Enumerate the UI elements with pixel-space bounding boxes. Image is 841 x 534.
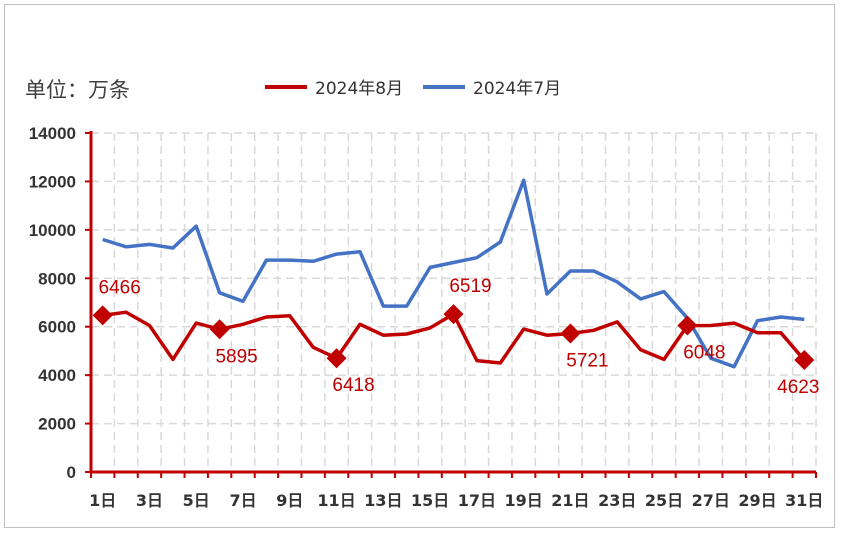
y-tick-label: 8000 — [38, 269, 76, 288]
data-label: 6519 — [449, 276, 491, 297]
data-label: 6418 — [332, 375, 374, 396]
y-tick-label: 6000 — [38, 318, 76, 337]
legend-label-jul: 2024年7月 — [473, 79, 562, 99]
x-tick-label: 7日 — [229, 491, 256, 510]
x-tick-label: 15日 — [411, 491, 449, 510]
x-tick-label: 5日 — [183, 491, 210, 510]
unit-label: 单位：万条 — [25, 78, 130, 102]
data-point-marker — [326, 348, 347, 369]
x-tick-label: 17日 — [458, 491, 496, 510]
data-point-marker — [443, 304, 464, 325]
data-point-marker — [560, 323, 581, 344]
legend-swatch-jul — [423, 85, 465, 89]
x-tick-label: 1日 — [89, 491, 116, 510]
series-line — [102, 178, 805, 369]
x-tick-label: 19日 — [505, 491, 543, 510]
data-label: 5895 — [215, 346, 257, 367]
y-tick-label: 2000 — [38, 415, 76, 434]
x-tick-label: 21日 — [551, 491, 589, 510]
data-label: 5721 — [566, 350, 608, 371]
y-tick-label: 4000 — [38, 366, 76, 385]
data-point-marker — [209, 319, 230, 340]
y-tick-label: 0 — [67, 463, 76, 482]
y-tick-label: 14000 — [29, 124, 76, 143]
data-label: 4623 — [777, 377, 819, 398]
x-tick-label: 23日 — [598, 491, 636, 510]
data-point-marker — [677, 315, 698, 336]
x-tick-label: 11日 — [317, 491, 355, 510]
x-tick-label: 9日 — [276, 491, 303, 510]
x-tick-label: 3日 — [136, 491, 163, 510]
data-point-marker — [92, 305, 113, 326]
data-label: 6048 — [683, 343, 725, 364]
legend-swatch-aug — [265, 85, 307, 89]
x-tick-label: 27日 — [692, 491, 730, 510]
y-tick-label: 10000 — [29, 221, 76, 240]
data-point-marker — [794, 350, 815, 371]
x-tick-label: 29日 — [738, 491, 776, 510]
x-tick-label: 13日 — [364, 491, 402, 510]
x-tick-label: 31日 — [785, 491, 823, 510]
legend-label-aug: 2024年8月 — [315, 79, 404, 99]
y-tick-label: 12000 — [29, 172, 76, 191]
x-tick-label: 25日 — [645, 491, 683, 510]
chart-frame — [4, 4, 835, 528]
data-label: 6466 — [99, 277, 141, 298]
